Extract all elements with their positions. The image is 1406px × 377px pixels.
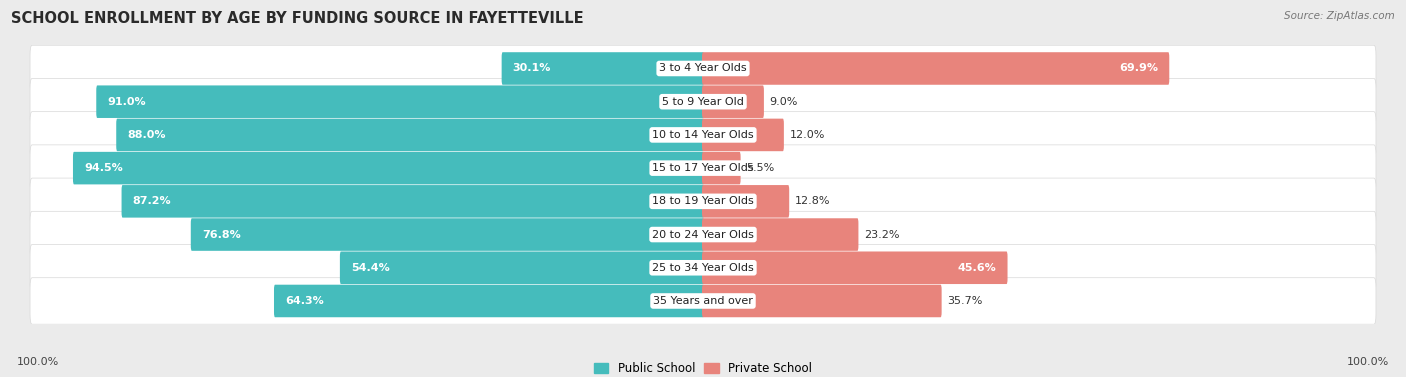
Text: 100.0%: 100.0% bbox=[17, 357, 59, 367]
Text: 12.0%: 12.0% bbox=[790, 130, 825, 140]
Text: Source: ZipAtlas.com: Source: ZipAtlas.com bbox=[1284, 11, 1395, 21]
FancyBboxPatch shape bbox=[30, 245, 1376, 291]
FancyBboxPatch shape bbox=[30, 45, 1376, 92]
Text: 94.5%: 94.5% bbox=[84, 163, 122, 173]
FancyBboxPatch shape bbox=[702, 119, 785, 151]
Text: 18 to 19 Year Olds: 18 to 19 Year Olds bbox=[652, 196, 754, 206]
FancyBboxPatch shape bbox=[30, 112, 1376, 158]
FancyBboxPatch shape bbox=[340, 251, 704, 284]
Text: 91.0%: 91.0% bbox=[107, 97, 146, 107]
Text: 54.4%: 54.4% bbox=[352, 263, 389, 273]
Text: 5 to 9 Year Old: 5 to 9 Year Old bbox=[662, 97, 744, 107]
FancyBboxPatch shape bbox=[30, 211, 1376, 258]
Text: 12.8%: 12.8% bbox=[794, 196, 831, 206]
Text: 5.5%: 5.5% bbox=[747, 163, 775, 173]
Legend: Public School, Private School: Public School, Private School bbox=[589, 357, 817, 377]
FancyBboxPatch shape bbox=[702, 86, 763, 118]
FancyBboxPatch shape bbox=[702, 152, 741, 184]
Text: 100.0%: 100.0% bbox=[1347, 357, 1389, 367]
FancyBboxPatch shape bbox=[73, 152, 704, 184]
Text: SCHOOL ENROLLMENT BY AGE BY FUNDING SOURCE IN FAYETTEVILLE: SCHOOL ENROLLMENT BY AGE BY FUNDING SOUR… bbox=[11, 11, 583, 26]
Text: 20 to 24 Year Olds: 20 to 24 Year Olds bbox=[652, 230, 754, 239]
FancyBboxPatch shape bbox=[30, 278, 1376, 324]
FancyBboxPatch shape bbox=[191, 218, 704, 251]
Text: 69.9%: 69.9% bbox=[1119, 63, 1159, 74]
Text: 25 to 34 Year Olds: 25 to 34 Year Olds bbox=[652, 263, 754, 273]
FancyBboxPatch shape bbox=[96, 86, 704, 118]
Text: 87.2%: 87.2% bbox=[132, 196, 172, 206]
FancyBboxPatch shape bbox=[30, 78, 1376, 125]
Text: 23.2%: 23.2% bbox=[865, 230, 900, 239]
Text: 64.3%: 64.3% bbox=[285, 296, 323, 306]
Text: 76.8%: 76.8% bbox=[202, 230, 240, 239]
FancyBboxPatch shape bbox=[702, 251, 1008, 284]
FancyBboxPatch shape bbox=[702, 285, 942, 317]
Text: 35.7%: 35.7% bbox=[948, 296, 983, 306]
FancyBboxPatch shape bbox=[702, 52, 1170, 85]
Text: 15 to 17 Year Olds: 15 to 17 Year Olds bbox=[652, 163, 754, 173]
FancyBboxPatch shape bbox=[702, 185, 789, 218]
FancyBboxPatch shape bbox=[274, 285, 704, 317]
FancyBboxPatch shape bbox=[30, 178, 1376, 225]
Text: 30.1%: 30.1% bbox=[513, 63, 551, 74]
FancyBboxPatch shape bbox=[502, 52, 704, 85]
Text: 35 Years and over: 35 Years and over bbox=[652, 296, 754, 306]
FancyBboxPatch shape bbox=[121, 185, 704, 218]
Text: 3 to 4 Year Olds: 3 to 4 Year Olds bbox=[659, 63, 747, 74]
Text: 45.6%: 45.6% bbox=[957, 263, 997, 273]
Text: 88.0%: 88.0% bbox=[127, 130, 166, 140]
FancyBboxPatch shape bbox=[30, 145, 1376, 192]
Text: 9.0%: 9.0% bbox=[769, 97, 799, 107]
FancyBboxPatch shape bbox=[117, 119, 704, 151]
FancyBboxPatch shape bbox=[702, 218, 859, 251]
Text: 10 to 14 Year Olds: 10 to 14 Year Olds bbox=[652, 130, 754, 140]
